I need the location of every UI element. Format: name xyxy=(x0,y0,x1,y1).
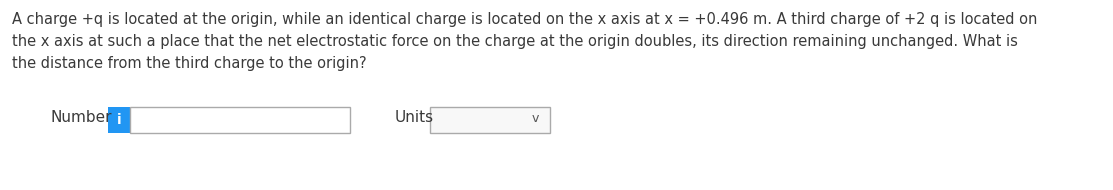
Text: the x axis at such a place that the net electrostatic force on the charge at the: the x axis at such a place that the net … xyxy=(12,34,1018,49)
FancyBboxPatch shape xyxy=(430,107,550,133)
Text: v: v xyxy=(531,112,539,124)
Text: Number: Number xyxy=(50,111,111,126)
Text: A charge +q is located at the origin, while an identical charge is located on th: A charge +q is located at the origin, wh… xyxy=(12,12,1037,27)
Text: i: i xyxy=(117,113,121,127)
FancyBboxPatch shape xyxy=(130,107,349,133)
Text: the distance from the third charge to the origin?: the distance from the third charge to th… xyxy=(12,56,366,71)
FancyBboxPatch shape xyxy=(108,107,130,133)
Text: Units: Units xyxy=(395,111,434,126)
